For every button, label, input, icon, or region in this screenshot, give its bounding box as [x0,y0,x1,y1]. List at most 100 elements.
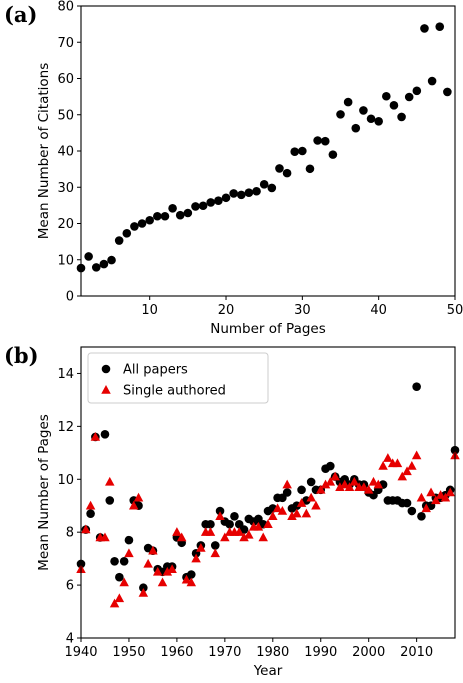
data-point-a-s0 [84,252,93,261]
legend-label: All papers [123,363,188,378]
x-tick-label-b: 1990 [304,645,337,660]
data-point-b-s1 [325,476,336,486]
panel-label-a: (a) [4,2,38,27]
data-point-b-s1 [105,476,115,486]
data-point-a-s0 [320,136,330,146]
data-point-b-s1 [172,527,182,536]
y-tick-label-b: 8 [66,526,74,541]
data-point-a-s0 [366,114,376,124]
y-tick-label-a: 20 [57,217,74,232]
data-point-b-s1 [426,487,436,497]
data-point-a-s0 [114,236,124,245]
data-point-b-s1 [320,479,331,489]
y-tick-label-b: 14 [57,367,74,382]
data-point-b-s1 [109,598,120,608]
data-point-b-s1 [339,479,350,489]
data-point-b-s1 [181,574,192,584]
data-point-b-s1 [344,482,355,491]
data-point-b-s1 [100,532,110,542]
x-tick-label-b: 1970 [208,645,241,660]
data-point-b-s0 [282,488,292,497]
data-point-b-s1 [407,461,417,470]
data-point-b-s0 [124,535,134,545]
data-point-b-s0 [407,506,417,516]
data-point-a-s0 [282,168,292,178]
data-point-a-s0 [214,196,223,205]
data-point-a-s0 [236,190,246,200]
data-point-b-s1 [421,503,431,513]
data-point-b-s0 [215,506,225,516]
data-point-b-s1 [440,492,451,502]
data-point-a-s0 [137,219,147,228]
data-point-b-s1 [114,593,125,603]
data-point-b-s0 [297,485,306,495]
x-tick-label-b: 2010 [400,645,433,660]
y-tick-label-b: 4 [66,632,74,647]
data-point-a-s0 [259,180,269,189]
legend-marker-circle [101,364,111,374]
data-point-b-s0 [306,477,316,487]
data-point-a-s0 [183,208,193,218]
data-point-a-s0 [443,87,452,97]
data-point-a-s0 [221,193,231,203]
data-point-b-s1 [186,577,197,587]
data-point-b-s0 [402,498,412,508]
data-point-b-s1 [85,500,96,510]
data-point-a-s0 [298,146,307,156]
data-point-b-s1 [277,506,288,515]
data-point-a-s0 [191,202,200,211]
legend-marker-triangle [101,385,111,394]
x-tick-label-a: 20 [218,303,235,318]
data-point-b-s1 [191,553,201,563]
data-point-a-s0 [91,263,101,272]
data-point-b-s1 [167,564,177,573]
data-point-b-s1 [176,532,187,542]
plot-frame-a [80,5,456,297]
data-point-b-s1 [128,500,139,510]
data-point-b-s1 [138,588,149,597]
data-point-a-s0 [343,97,353,107]
data-point-b-s0 [100,430,110,439]
data-point-a-s0 [275,164,284,173]
data-point-b-s0 [115,572,124,582]
data-point-a-s0 [175,210,185,220]
data-point-b-s1 [215,511,225,521]
y-tick-label-a: 80 [57,0,74,15]
data-point-a-s0 [412,86,422,96]
data-point-a-s0 [168,203,177,213]
data-point-a-s0 [99,259,109,269]
x-tick-label-b: 1950 [112,645,145,660]
data-point-b-s1 [239,532,249,542]
data-point-a-s0 [290,147,300,157]
data-point-b-s0 [105,496,115,505]
data-point-b-s0 [110,556,119,566]
data-point-a-s0 [336,110,345,119]
data-point-a-s0 [206,198,216,207]
data-point-a-s0 [198,201,208,211]
x-tick-label-b: 2000 [352,645,385,660]
y-tick-label-a: 50 [57,108,74,123]
data-point-b-s1 [196,543,206,552]
data-point-a-s0 [252,186,261,196]
data-point-b-s1 [431,495,441,505]
data-point-b-s1 [359,482,369,491]
data-point-b-s1 [81,524,91,534]
data-point-b-s1 [133,492,144,502]
y-tick-label-a: 0 [66,290,74,305]
data-point-b-s1 [205,527,216,536]
data-point-a-s0 [427,76,437,86]
data-point-a-s0 [153,211,162,221]
data-point-b-s1 [162,566,173,576]
y-axis-label-b: Mean Number of Pages [36,414,52,571]
data-point-a-s0 [382,91,391,101]
data-point-b-s0 [186,570,196,579]
data-point-a-s0 [145,215,154,225]
data-point-a-s0 [130,222,139,231]
data-point-b-s1 [292,508,302,518]
data-point-b-s0 [326,461,335,471]
data-point-b-s1 [157,577,168,587]
data-point-b-s1 [244,529,254,539]
data-point-b-s1 [234,527,244,536]
